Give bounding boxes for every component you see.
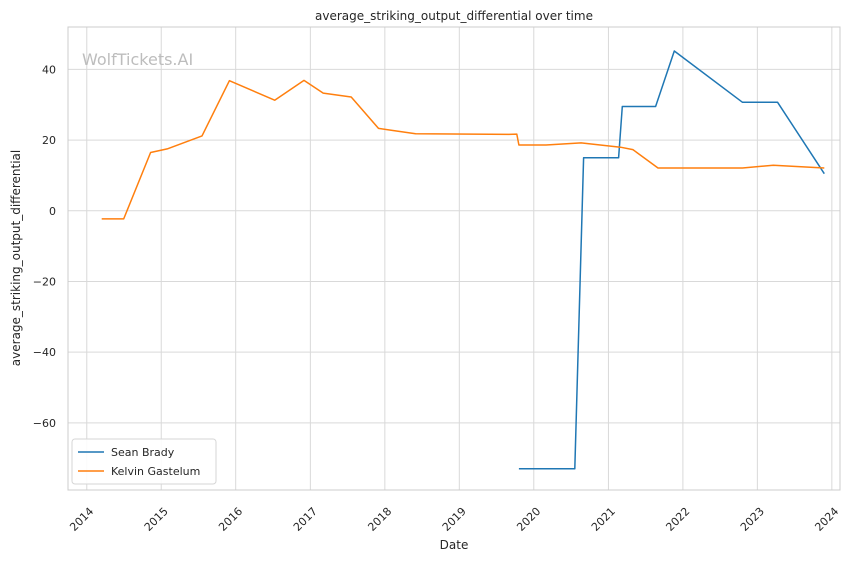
legend-box (71, 438, 217, 485)
series-layer (101, 50, 825, 470)
grid (68, 27, 840, 490)
series-line-kelvin-gastelum (101, 79, 825, 220)
legend-label-sean-brady: Sean Brady (111, 446, 175, 459)
watermark-text: WolfTickets.AI (82, 50, 193, 69)
x-axis-title: Date (440, 538, 469, 552)
chart-title: average_striking_output_differential ove… (315, 9, 593, 23)
y-axis-title: average_striking_output_differential (9, 150, 23, 366)
y-tick-label: 40 (42, 63, 56, 76)
plot-frame (67, 26, 841, 491)
y-tick-label: −40 (33, 346, 56, 359)
y-tick-label: −60 (33, 417, 56, 430)
legend-label-kelvin-gastelum: Kelvin Gastelum (111, 465, 200, 478)
y-tick-label: 0 (49, 205, 56, 218)
legend: Sean Brady Kelvin Gastelum (71, 438, 217, 485)
y-tick-label: 20 (42, 134, 56, 147)
y-tick-label: −20 (33, 275, 56, 288)
series-line-sean-brady (518, 50, 825, 470)
y-axis-ticks: −60 −40 −20 0 20 40 (33, 63, 56, 429)
